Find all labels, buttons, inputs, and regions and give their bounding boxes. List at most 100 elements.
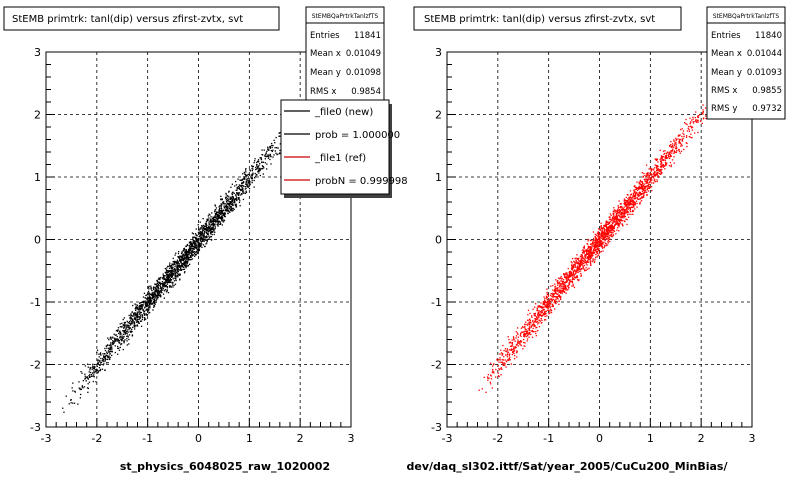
scatter-point bbox=[142, 308, 144, 311]
scatter-point bbox=[218, 215, 220, 217]
scatter-point bbox=[595, 240, 597, 243]
scatter-point bbox=[150, 285, 152, 287]
scatter-point bbox=[177, 268, 179, 270]
scatter-point bbox=[550, 294, 552, 297]
scatter-point bbox=[117, 345, 119, 348]
scatter-point bbox=[575, 261, 577, 263]
scatter-point bbox=[253, 186, 255, 188]
scatter-point bbox=[202, 232, 204, 235]
scatter-point bbox=[642, 189, 645, 192]
scatter-point bbox=[205, 229, 208, 232]
scatter-point bbox=[519, 340, 522, 342]
scatter-point bbox=[614, 211, 616, 213]
scatter-point bbox=[209, 232, 212, 234]
scatter-point bbox=[679, 134, 681, 136]
scatter-point bbox=[194, 242, 196, 244]
scatter-point bbox=[626, 201, 628, 203]
scatter-point bbox=[243, 171, 245, 174]
scatter-point bbox=[215, 207, 218, 209]
scatter-point bbox=[635, 188, 637, 191]
scatter-point bbox=[162, 293, 165, 295]
scatter-point bbox=[175, 269, 177, 271]
scatter-point bbox=[576, 262, 579, 264]
scatter-point bbox=[136, 311, 138, 313]
scatter-point bbox=[579, 268, 581, 270]
scatter-point bbox=[116, 335, 118, 338]
scatter-point bbox=[553, 296, 556, 298]
scatter-point bbox=[543, 302, 545, 304]
scatter-point bbox=[196, 239, 198, 241]
scatter-point bbox=[541, 319, 543, 322]
scatter-point bbox=[121, 340, 123, 342]
scatter-point bbox=[595, 253, 597, 256]
scatter-point bbox=[242, 187, 244, 189]
scatter-point bbox=[624, 208, 626, 211]
scatter-point bbox=[205, 226, 207, 228]
scatter-point bbox=[524, 335, 526, 337]
scatter-point bbox=[91, 368, 93, 370]
scatter-point bbox=[566, 279, 568, 281]
scatter-point bbox=[596, 239, 598, 241]
scatter-point bbox=[165, 284, 167, 287]
scatter-point bbox=[523, 338, 525, 341]
scatter-point bbox=[209, 230, 211, 232]
scatter-point bbox=[606, 220, 608, 223]
scatter-point bbox=[253, 162, 255, 164]
scatter-point bbox=[601, 227, 603, 229]
scatter-point bbox=[238, 194, 240, 196]
scatter-point bbox=[618, 220, 620, 222]
scatter-point bbox=[155, 289, 157, 291]
scatter-point bbox=[596, 256, 598, 258]
scatter-point bbox=[162, 284, 164, 286]
scatter-point bbox=[147, 296, 149, 298]
scatter-point bbox=[253, 179, 255, 182]
scatter-point bbox=[266, 163, 268, 165]
scatter-point bbox=[646, 174, 648, 176]
scatter-point bbox=[114, 345, 116, 347]
scatter-point bbox=[123, 331, 125, 333]
scatter-point bbox=[699, 120, 702, 122]
scatter-point bbox=[165, 276, 168, 278]
scatter-point bbox=[624, 213, 626, 215]
scatter-point bbox=[633, 205, 635, 207]
scatter-point bbox=[653, 169, 655, 171]
scatter-point bbox=[226, 202, 228, 204]
scatter-point bbox=[146, 294, 148, 296]
scatter-point bbox=[145, 314, 147, 316]
scatter-point bbox=[585, 249, 588, 252]
scatter-point bbox=[517, 342, 519, 344]
scatter-point bbox=[259, 167, 261, 169]
scatter-point bbox=[89, 376, 91, 378]
scatter-point bbox=[625, 202, 627, 205]
scatter-point bbox=[653, 172, 655, 174]
scatter-point bbox=[122, 348, 124, 351]
scatter-point bbox=[247, 178, 249, 180]
scatter-point bbox=[199, 245, 201, 247]
scatter-point bbox=[611, 236, 613, 238]
scatter-point bbox=[616, 216, 618, 218]
scatter-point bbox=[201, 237, 203, 239]
scatter-point bbox=[513, 348, 515, 350]
scatter-point bbox=[591, 243, 594, 245]
scatter-point bbox=[647, 178, 649, 181]
scatter-point bbox=[533, 313, 535, 315]
scatter-point bbox=[228, 203, 230, 205]
scatter-point bbox=[682, 132, 684, 134]
scatter-point bbox=[562, 290, 565, 292]
scatter-point bbox=[644, 190, 646, 192]
scatter-point bbox=[214, 213, 217, 216]
scatter-point bbox=[593, 244, 596, 246]
scatter-point bbox=[259, 170, 261, 172]
scatter-point bbox=[205, 231, 208, 233]
scatter-point bbox=[189, 254, 191, 257]
scatter-point bbox=[617, 209, 619, 211]
scatter-point bbox=[671, 152, 673, 154]
scatter-point bbox=[670, 144, 672, 146]
scatter-point bbox=[668, 153, 670, 155]
scatter-point bbox=[670, 164, 672, 166]
scatter-point bbox=[528, 332, 530, 334]
scatter-point bbox=[619, 215, 621, 217]
scatter-point bbox=[550, 293, 552, 295]
scatter-point bbox=[588, 267, 590, 269]
scatter-point bbox=[238, 192, 241, 194]
